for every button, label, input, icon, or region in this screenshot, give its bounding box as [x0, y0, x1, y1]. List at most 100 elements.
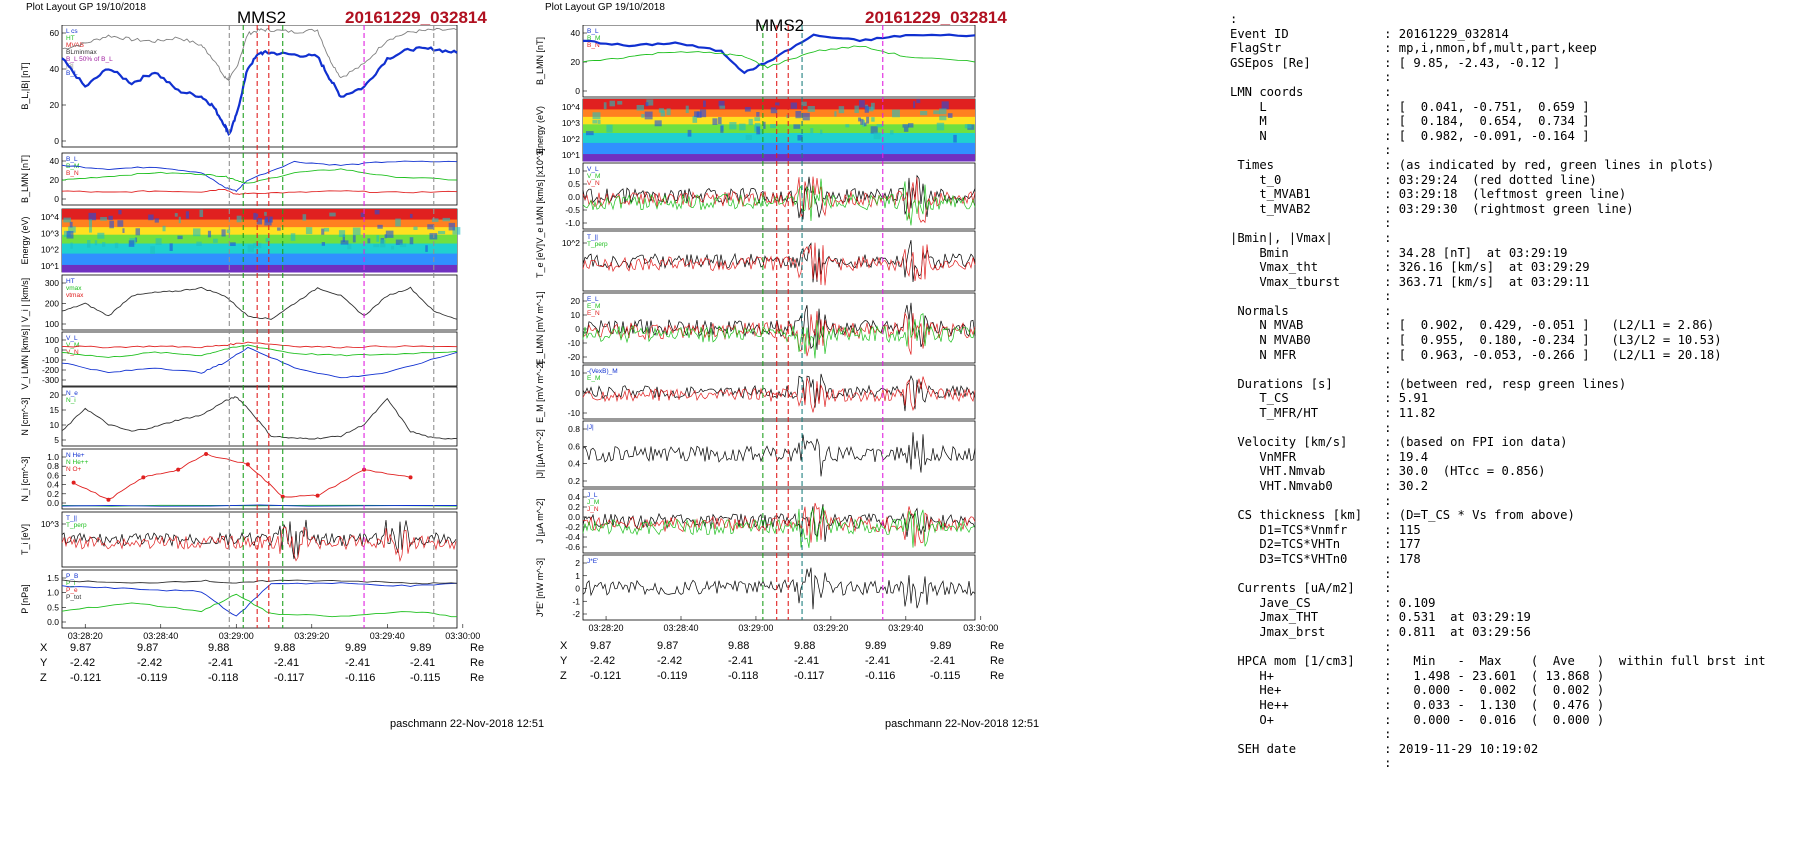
left-spectrogram-band	[62, 209, 457, 220]
middle-spectrogram-speckle	[694, 111, 700, 118]
left-spectrogram-speckle	[342, 234, 346, 242]
middle-coord-unit: Re	[990, 670, 1005, 682]
left-coord-cell: -0.117	[274, 672, 305, 684]
left-ytick-label: 10^4	[41, 212, 59, 222]
left-coord-row-label: X	[40, 642, 48, 654]
middle-spectrogram-speckle	[658, 108, 664, 113]
middle-ytick-label: 10	[571, 368, 581, 378]
left-legend-label: B_L	[66, 156, 78, 163]
middle-coord-cell: -0.121	[590, 670, 622, 682]
middle-spectrogram-band	[583, 108, 975, 117]
left-coord-cell: -0.119	[137, 672, 168, 684]
middle-ytick-label: -1	[572, 596, 580, 606]
left-xtick-label: 03:29:40	[370, 631, 405, 641]
middle-panel-ylabel: E_M [mV m^-2]	[535, 361, 545, 423]
left-spectrogram-speckle	[154, 218, 159, 223]
left-ytick-label: 0.8	[47, 461, 59, 471]
left-coord-cell: 9.87	[70, 642, 92, 654]
left-panel-ylabel: | V_i | [km/s]	[20, 278, 30, 327]
middle-coord-cell: 9.89	[930, 640, 952, 652]
left-series-line	[61, 188, 458, 195]
left-xtick-label: 03:29:20	[294, 631, 329, 641]
middle-spectrogram-speckle	[953, 134, 957, 143]
left-legend-label: HT	[66, 35, 75, 42]
left-series-line	[61, 346, 458, 379]
middle-legend-label: J_M	[587, 499, 599, 506]
middle-spectrogram-speckle	[687, 129, 692, 137]
left-ytick-label: 0.2	[47, 489, 59, 499]
middle-spectrogram-speckle	[644, 111, 653, 120]
middle-ytick-label: 0.2	[568, 502, 580, 512]
middle-ytick-label: 1.0	[568, 166, 580, 176]
middle-spectrogram-speckle	[890, 130, 894, 135]
left-ytick-label: 10^2	[41, 245, 59, 255]
middle-spectrogram-band	[583, 153, 975, 162]
left-panel-ylabel: Energy (eV)	[20, 216, 30, 264]
middle-spectrogram-speckle	[712, 118, 718, 125]
middle-ytick-label: -20	[568, 352, 581, 362]
middle-legend-label: T_||	[587, 234, 598, 241]
middle-ytick-label: -0.6	[565, 542, 580, 552]
left-legend-label: N O+	[66, 466, 82, 473]
left-spectrogram-speckle	[395, 218, 401, 227]
left-spectrogram-speckle	[86, 240, 91, 248]
middle-spectrogram-speckle	[820, 129, 823, 135]
middle-series-trace	[582, 376, 976, 413]
middle-legend-label: E_M	[587, 375, 600, 382]
middle-series-trace	[582, 373, 976, 412]
middle-spectrogram-speckle	[871, 117, 875, 122]
middle-ytick-label: 10^1	[562, 150, 580, 160]
middle-spectrogram-speckle	[920, 110, 928, 116]
middle-spectrogram-speckle	[641, 114, 645, 118]
left-spectrogram-speckle	[302, 214, 307, 221]
left-spectrogram-speckle	[376, 235, 380, 242]
left-spectrogram-speckle	[185, 211, 189, 219]
left-spectrogram-speckle	[135, 228, 141, 236]
middle-spectrogram-speckle	[754, 117, 761, 121]
left-xtick-label: 03:28:20	[68, 631, 103, 641]
event-info-text: : Event ID : 20161229_032814 FlagStr : m…	[1230, 12, 1766, 771]
middle-plot-layout-label: Plot Layout GP 19/10/2018	[545, 2, 665, 13]
middle-coord-cell: 9.87	[657, 640, 679, 652]
middle-legend-label: B_M	[587, 35, 600, 42]
left-spectrogram-speckle	[101, 242, 106, 247]
left-ytick-label: 0	[54, 345, 59, 355]
left-spectrogram-speckle	[431, 218, 439, 222]
left-legend-label: P_tot	[66, 594, 81, 601]
left-spectrogram-speckle	[352, 227, 361, 235]
left-ytick-label: 10^3	[41, 228, 59, 238]
middle-panel-ylabel: V_e LMN [km/s] [x10^3]	[535, 148, 545, 243]
middle-legend-label: B_L	[587, 28, 599, 35]
middle-series-trace	[582, 312, 976, 359]
middle-spectrogram-speckle	[807, 106, 815, 112]
left-spectrogram-speckle	[409, 213, 413, 218]
middle-coordinate-table: X 9.87 9.87 9.88 9.88 9.89 9.89 Re Y -2.42 -2.42 -2…	[560, 640, 1020, 694]
middle-panel-ylabel: B_LMN [nT]	[535, 37, 545, 85]
middle-spectrogram-speckle	[739, 123, 746, 131]
middle-ytick-label: 10^2	[562, 134, 580, 144]
left-ytick-label: 5	[54, 435, 59, 445]
left-spectrogram-speckle	[385, 230, 394, 238]
middle-coord-cell: 9.88	[794, 640, 816, 652]
left-ytick-label: 40	[50, 156, 60, 166]
middle-spectrogram-speckle	[864, 106, 869, 113]
left-ytick-label: 40	[50, 64, 60, 74]
left-spectrogram-speckle	[207, 230, 212, 238]
left-coord-row-label: Y	[40, 657, 48, 669]
left-spectrogram-speckle	[193, 228, 201, 237]
middle-spectrogram-speckle	[795, 111, 802, 119]
middle-legend-label: J_L	[587, 492, 598, 499]
middle-spectrogram-speckle	[654, 120, 662, 127]
left-coord-unit: Re	[470, 657, 485, 669]
middle-coord-cell: 9.89	[865, 640, 887, 652]
left-spectrogram-speckle	[256, 218, 263, 225]
left-spectrogram-speckle	[413, 226, 418, 231]
left-series-line	[61, 341, 458, 349]
left-data-point	[408, 475, 413, 480]
middle-ytick-label: 0.4	[568, 492, 580, 502]
left-legend-label: T_||	[66, 515, 77, 522]
left-event-title: 20161229_032814	[345, 8, 487, 27]
left-spectrogram-speckle	[265, 237, 270, 243]
left-coord-cell: -2.41	[208, 657, 234, 669]
middle-spectrogram-speckle	[636, 105, 644, 111]
